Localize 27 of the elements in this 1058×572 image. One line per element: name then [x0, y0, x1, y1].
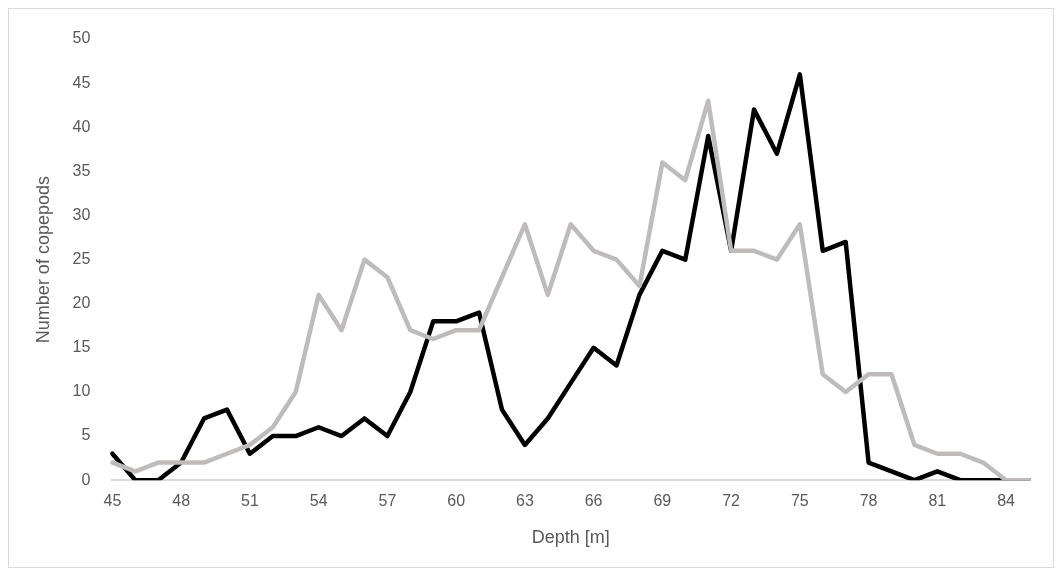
x-tick-label: 69 [653, 492, 672, 510]
y-tick-label: 40 [72, 117, 91, 135]
x-tick-label: 48 [172, 492, 191, 510]
x-tick-label: 84 [997, 492, 1016, 510]
y-tick-label: 50 [72, 29, 91, 47]
x-tick-label: 51 [240, 492, 259, 510]
x-tick-label: 66 [584, 492, 603, 510]
x-tick-label: 75 [790, 492, 809, 510]
y-axis-title: Number of copepods [32, 176, 53, 344]
x-tick-label: 72 [722, 492, 741, 510]
x-tick-label: 60 [447, 492, 466, 510]
x-axis-title: Depth [m] [531, 527, 610, 548]
y-tick-label: 5 [81, 426, 91, 444]
y-tick-label: 30 [72, 205, 91, 223]
y-tick-label: 15 [72, 338, 91, 356]
y-tick-label: 35 [72, 161, 91, 179]
x-tick-label: 45 [103, 492, 122, 510]
x-tick-label: 63 [515, 492, 534, 510]
y-tick-label: 45 [72, 73, 91, 91]
y-tick-label: 10 [72, 382, 91, 400]
x-tick-label: 54 [309, 492, 328, 510]
x-tick-label: 57 [378, 492, 397, 510]
y-tick-label: 25 [72, 250, 91, 268]
y-tick-label: 0 [81, 470, 91, 488]
y-tick-label: 20 [72, 294, 91, 312]
x-tick-label: 78 [859, 492, 878, 510]
x-tick-label: 81 [928, 492, 947, 510]
